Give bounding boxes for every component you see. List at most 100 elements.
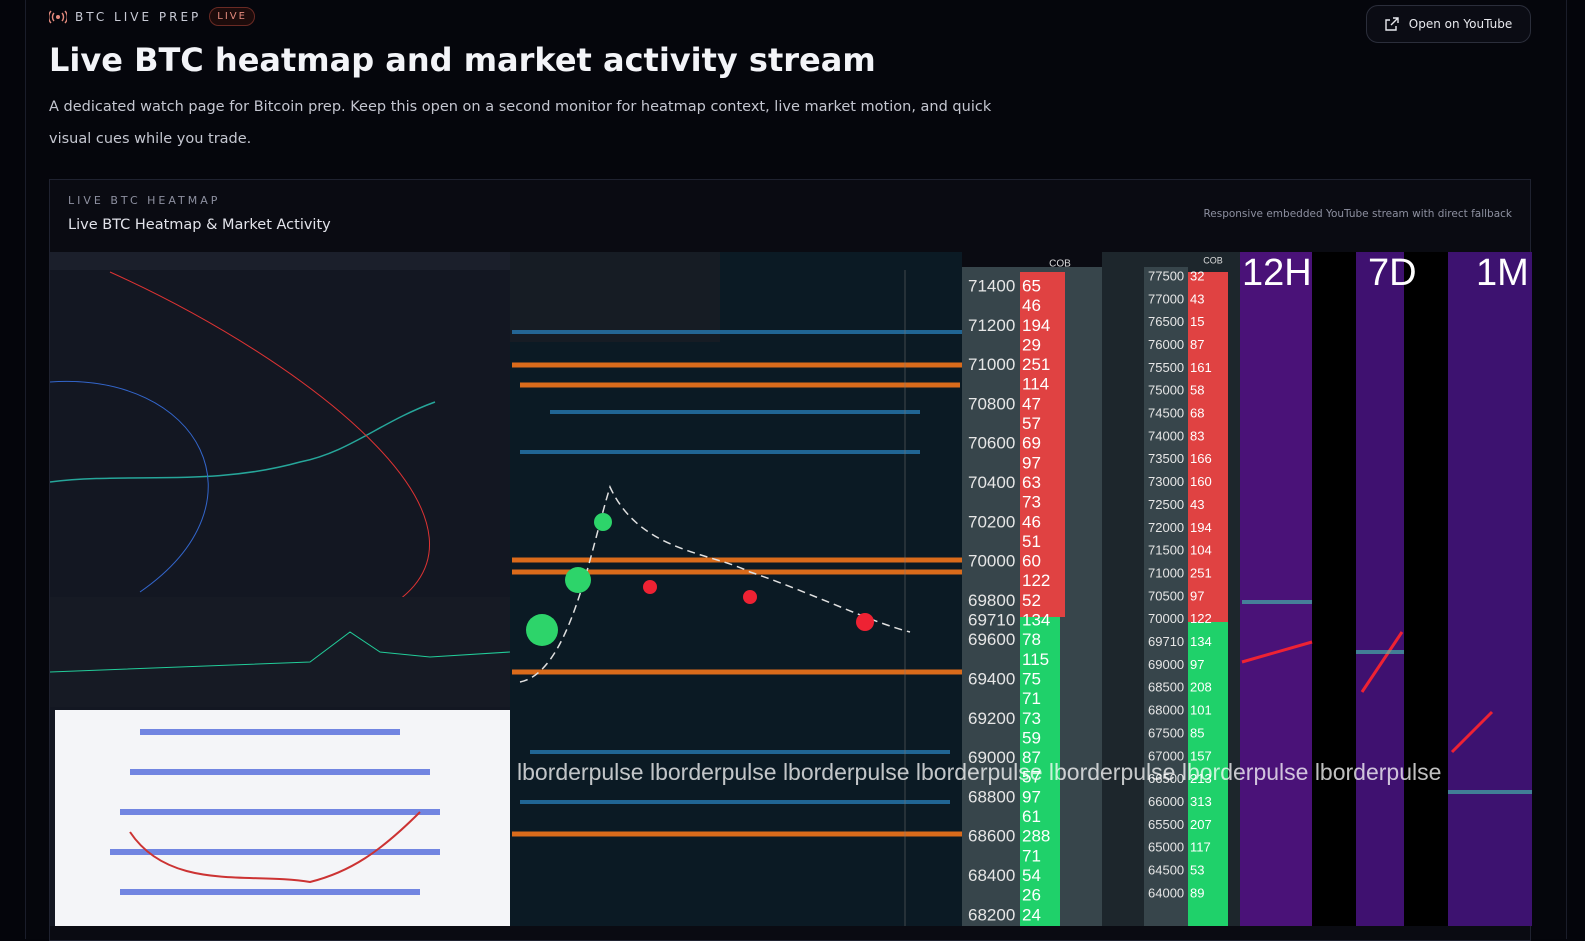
ladder-size: 194	[1022, 316, 1050, 335]
card-eyebrow: LIVE BTC HEATMAP	[68, 194, 221, 207]
ladder-size: 58	[1190, 383, 1204, 398]
ladder-size: 97	[1022, 787, 1041, 806]
ladder-size: 122	[1190, 611, 1212, 626]
ladder-size: 43	[1190, 291, 1204, 306]
ladder-price: 73000	[1148, 474, 1184, 489]
ladder-size: 288	[1022, 827, 1050, 846]
ladder-size: 87	[1022, 748, 1041, 767]
ladder-size: 68	[1190, 406, 1204, 421]
ladder-size: 134	[1190, 634, 1212, 649]
ladder-price: 69800	[968, 591, 1015, 610]
ladder-size: 73	[1022, 493, 1041, 512]
ladder-price: 70200	[968, 512, 1015, 531]
ladder-price: 69000	[968, 748, 1015, 767]
ladder-size: 46	[1022, 512, 1041, 531]
ladder-size: 213	[1190, 771, 1212, 786]
card-title: Live BTC Heatmap & Market Activity	[68, 217, 331, 233]
ladder-price: 71000	[968, 355, 1015, 374]
ladder-size: 71	[1022, 846, 1041, 865]
ladder-size: 97	[1190, 588, 1204, 603]
ladder-price: 70600	[968, 434, 1015, 453]
ladder-price: 70000	[968, 552, 1015, 571]
timeframe-label: 12H	[1242, 252, 1312, 294]
ladder-price: 72000	[1148, 520, 1184, 535]
ladder-price: 71000	[1148, 565, 1184, 580]
ladder-size: 54	[1022, 866, 1041, 885]
ladder-price: 74000	[1148, 428, 1184, 443]
ladder-size: 89	[1190, 885, 1204, 900]
ladder-size: 26	[1022, 886, 1041, 905]
ladder-price: 65500	[1148, 817, 1184, 832]
ladder-size: 313	[1190, 794, 1212, 809]
ladder-size: 57	[1022, 414, 1041, 433]
ladder-size: 251	[1022, 355, 1050, 374]
ladder-price: 70400	[968, 473, 1015, 492]
ladder-size: 53	[1190, 863, 1204, 878]
card-note: Responsive embedded YouTube stream with …	[1203, 208, 1512, 220]
ladder-size: 46	[1022, 296, 1041, 315]
ladder-size: 87	[1190, 337, 1204, 352]
ladder-size: 75	[1022, 669, 1041, 688]
external-icon	[1385, 17, 1399, 31]
ladder-label: COB	[1049, 259, 1071, 270]
ladder-size: 85	[1190, 725, 1204, 740]
ladder-size: 157	[1190, 748, 1212, 763]
ladder-size: 194	[1190, 520, 1212, 535]
live-icon	[49, 10, 67, 23]
ladder-size: 101	[1190, 703, 1212, 718]
ladder-price: 70500	[1148, 588, 1184, 603]
ladder-price: 70000	[1148, 611, 1184, 626]
ladder-price: 73500	[1148, 451, 1184, 466]
ladder-price: 69200	[968, 709, 1015, 728]
ladder-price: 70800	[968, 394, 1015, 413]
ladder-price: 69710	[1148, 634, 1184, 649]
stream-card: LIVE BTC HEATMAP Live BTC Heatmap & Mark…	[49, 179, 1532, 941]
ladder-price: 71200	[968, 316, 1015, 335]
ladder-price: 69400	[968, 669, 1015, 688]
ladder-price: 68800	[968, 787, 1015, 806]
ladder-price: 68200	[968, 905, 1015, 924]
ladder-price: 75000	[1148, 383, 1184, 398]
ladder-size: 15	[1190, 314, 1204, 329]
ladder-price: 71400	[968, 276, 1015, 295]
ladder-price: 69710	[968, 611, 1015, 630]
ladder-size: 52	[1022, 591, 1041, 610]
ladder-size: 83	[1190, 428, 1204, 443]
ladder-price: 64500	[1148, 863, 1184, 878]
page-title: Live BTC heatmap and market activity str…	[49, 41, 876, 79]
ladder-size: 63	[1022, 473, 1041, 492]
ladder-size: 32	[1190, 268, 1204, 283]
watermark: lborderpulse lborderpulse lborderpulse l…	[517, 759, 1441, 785]
timeframe-label: 7D	[1368, 252, 1417, 294]
ladder-size: 115	[1022, 650, 1049, 669]
timeframe-label: 1M	[1476, 252, 1529, 294]
ladder-size: 114	[1022, 375, 1049, 394]
ladder-size: 51	[1022, 532, 1041, 551]
ladder-price: 67000	[1148, 748, 1184, 763]
ladder-size: 134	[1022, 611, 1050, 630]
eyebrow: BTC LIVE PREP LIVE	[49, 7, 255, 26]
ladder-size: 73	[1022, 709, 1041, 728]
ladder-size: 57	[1022, 768, 1041, 787]
ladder-size: 117	[1190, 840, 1211, 855]
ladder-size: 97	[1022, 453, 1041, 472]
ladder-price: 64000	[1148, 885, 1184, 900]
ladder-price: 67500	[1148, 725, 1184, 740]
live-badge: LIVE	[209, 7, 255, 26]
ladder-size: 207	[1190, 817, 1212, 832]
container: BTC LIVE PREP LIVE Open on YouTube Live …	[25, 0, 1567, 941]
description: A dedicated watch page for Bitcoin prep.…	[49, 99, 992, 147]
ladder-price: 68400	[968, 866, 1015, 885]
ladder-size: 29	[1022, 335, 1041, 354]
ladder-size: 161	[1190, 360, 1212, 375]
ladder-price: 71500	[1148, 543, 1184, 558]
ladder-size: 61	[1022, 807, 1041, 826]
youtube-button[interactable]: Open on YouTube	[1366, 5, 1531, 43]
ladder-label: COB	[1203, 255, 1223, 265]
ladder-size: 122	[1022, 571, 1050, 590]
ladder-price: 69600	[968, 630, 1015, 649]
button-label: Open on YouTube	[1408, 17, 1513, 31]
ladder-price: 72500	[1148, 497, 1184, 512]
